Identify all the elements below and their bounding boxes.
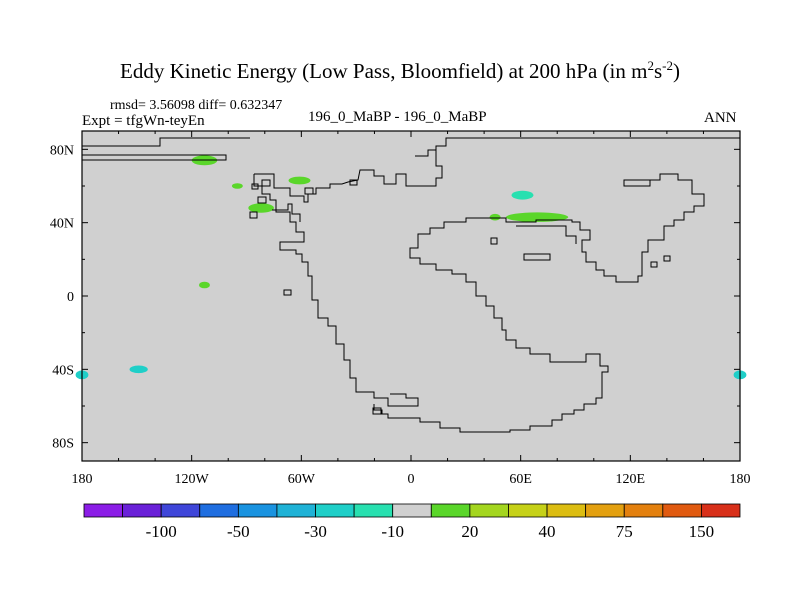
colorbar-swatch-15 (662, 503, 702, 518)
coastline-gulf (272, 203, 301, 222)
colorbar-swatch-9 (430, 503, 471, 518)
coastline-lake-5 (490, 237, 498, 245)
y-tick-label-3: 40S (52, 363, 74, 378)
coastline-arctic-north (82, 137, 250, 147)
coastline-island-3 (372, 407, 382, 415)
colorbar-swatch-2 (160, 503, 201, 518)
x-tick-label-0: 180 (72, 472, 93, 487)
colorbar-swatch-13 (585, 503, 625, 518)
title-mid: s (653, 59, 663, 83)
colorbar-label-2: -30 (304, 522, 327, 541)
coastline-lake-3 (257, 196, 267, 204)
colorbar-label-3: -10 (381, 522, 404, 541)
coastline-eurasia (480, 173, 705, 283)
colorbar-swatch-1 (122, 503, 162, 518)
coastline-island-1 (304, 187, 314, 195)
coastline-arctic-east-2 (415, 149, 436, 157)
colorbar-swatch-14 (623, 503, 664, 518)
colorbar-swatch-10 (469, 503, 509, 518)
x-tick-label-4: 60E (509, 472, 532, 487)
x-tick-label-3: 0 (408, 472, 415, 487)
coastline-island-2 (283, 289, 292, 296)
title-sup-1: 2 (647, 58, 654, 73)
colorbar-swatch-3 (199, 503, 239, 518)
colorbar-label-0: -100 (146, 522, 177, 541)
colorbar-swatch-8 (392, 503, 432, 518)
title-main: Eddy Kinetic Energy (Low Pass, Bloomfiel… (120, 59, 648, 83)
experiment-label: Expt = tfgWn-teyEn (82, 113, 205, 129)
x-tick-label-1: 120W (175, 472, 210, 487)
colorbar-swatch-4 (237, 503, 278, 518)
anomaly-region-4 (248, 203, 274, 213)
coastline-lake-2 (261, 179, 271, 187)
coastline-island-4 (650, 261, 658, 268)
colorbar-swatch-16 (701, 503, 741, 518)
anomaly-contours (75, 155, 747, 380)
coastline-lake-6 (523, 253, 551, 261)
colorbar-label-7: 150 (689, 522, 715, 541)
x-tick-label-2: 60W (288, 472, 316, 487)
y-tick-label-4: 80S (52, 437, 74, 452)
anomaly-region-3 (288, 176, 311, 185)
period-label: ANN (704, 110, 737, 126)
colorbar-swatch-6 (315, 503, 355, 518)
colorbar-label-6: 75 (616, 522, 633, 541)
coastline-eurasia-inner (516, 225, 577, 244)
anomaly-region-5 (511, 190, 534, 200)
title-sup-2: -2 (662, 58, 673, 73)
x-tick-label-6: 180 (730, 472, 751, 487)
title-end: ) (672, 59, 680, 83)
rmsd-diff-label: rmsd= 3.56098 diff= 0.632347 (110, 98, 283, 113)
y-tick-label-2: 0 (67, 290, 74, 305)
coastline-lake-1 (251, 183, 259, 190)
anomaly-region-9 (129, 365, 148, 374)
colorbar-swatch-7 (353, 503, 394, 518)
y-tick-label-0: 80N (50, 143, 74, 158)
colorbar: -100 -50 -30 -10 20 40 75 150 (83, 503, 741, 541)
colorbar-label-4: 20 (461, 522, 478, 541)
coastline-west-coast (253, 174, 419, 407)
colorbar-swatch-11 (508, 503, 548, 518)
anomaly-region-6 (506, 212, 569, 222)
colorbar-swatch-12 (546, 503, 587, 518)
anomaly-region-2 (231, 183, 243, 189)
y-tick-label-1: 40N (50, 217, 74, 232)
anomaly-region-7 (489, 213, 501, 221)
coastline-arctic-east (435, 137, 740, 160)
coastline-island-5 (663, 255, 671, 262)
chart-title: Eddy Kinetic Energy (Low Pass, Bloomfiel… (0, 58, 800, 84)
coastline-lake-4 (249, 211, 258, 219)
colorbar-label-1: -50 (227, 522, 250, 541)
colorbar-label-5: 40 (539, 522, 556, 541)
coastline (82, 137, 740, 433)
x-axis: 180 120W 60W 0 60E 120E 180 (72, 131, 751, 487)
anomaly-region-8 (198, 281, 210, 289)
coastline-south-cone (373, 217, 609, 433)
coastline-arctic-south (82, 154, 227, 161)
colorbar-swatch-5 (276, 503, 316, 518)
map-plot-area: 180 120W 60W 0 60E 120E 180 80N 40N 0 40S 80S (50, 130, 751, 487)
coastline-americas-africa (254, 160, 443, 203)
colorbar-swatch-0 (83, 503, 123, 518)
case-label: 196_0_MaBP - 196_0_MaBP (308, 109, 487, 125)
coastline-island-6 (349, 179, 358, 186)
x-tick-label-5: 120E (616, 472, 646, 487)
y-axis: 80N 40N 0 40S 80S (50, 143, 740, 452)
